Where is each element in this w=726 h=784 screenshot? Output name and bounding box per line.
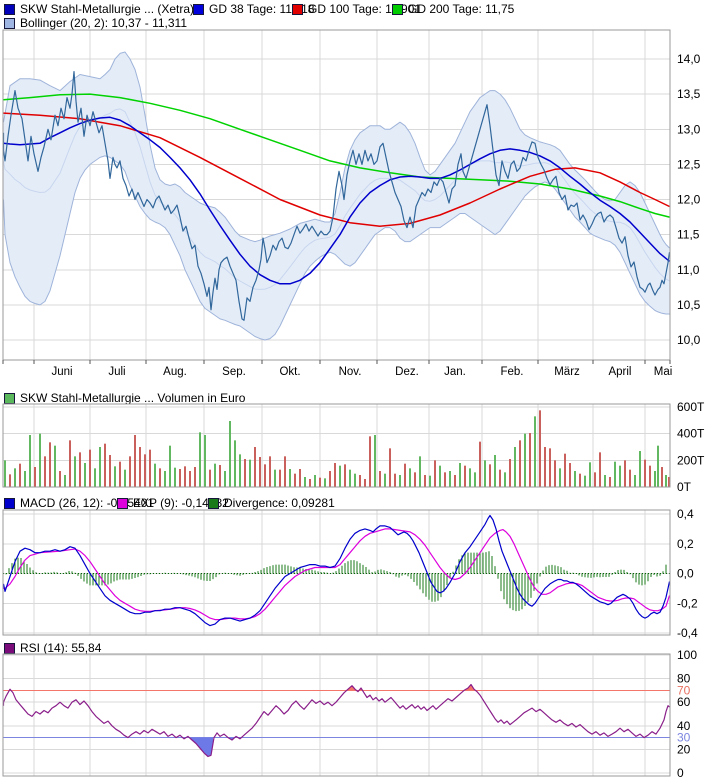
price-y-label: 11,5: [677, 228, 700, 242]
rsi-y-label: 20: [677, 742, 691, 756]
legend-volume: SKW Stahl-Metallurgie ... Volumen in Eur…: [4, 391, 246, 405]
plot-border: [2, 403, 671, 488]
volume-panel: 600T 400T 200T 0T: [2, 400, 705, 494]
volume-y-label: 200T: [677, 453, 705, 467]
rsi-y-label: 70: [677, 683, 691, 697]
rsi-y-label: 30: [677, 731, 691, 745]
legend-price-series: SKW Stahl-Metallurgie ... (Xetra): [4, 2, 195, 16]
macd-y-label: 0,0: [677, 567, 694, 581]
gd100-swatch: [292, 3, 303, 15]
price-y-label: 10,5: [677, 298, 701, 312]
month-label: Aug.: [163, 366, 187, 378]
gd38-line: [3, 116, 670, 285]
gd100-line: [3, 112, 670, 227]
legend-gd38: GD 38 Tage: 11,118: [193, 2, 315, 16]
month-label: März: [554, 366, 580, 378]
rsi-y-label: 40: [677, 719, 691, 733]
month-label: Okt.: [279, 366, 300, 378]
price-line: [2, 70, 671, 321]
month-label: Juli: [108, 366, 125, 378]
rsi-label: RSI (14): 55,84: [20, 641, 102, 655]
price-series-swatch: [4, 3, 15, 15]
exp-label: EXP (9): -0,14682: [133, 496, 229, 510]
bollinger-upper-line: [3, 51, 670, 249]
month-label: Jan.: [444, 366, 466, 378]
rsi-y-label: 60: [677, 695, 691, 709]
legend-exp: EXP (9): -0,14682: [117, 496, 229, 510]
exp-swatch: [117, 497, 128, 509]
macd-panel: 0,4 0,2 0,0 -0,2 -0,4: [2, 507, 698, 640]
divergence-label: Divergence: 0,09281: [224, 496, 335, 510]
month-label: April: [608, 366, 631, 378]
price-y-label: 10,0: [677, 333, 701, 347]
macd-y-label: -0,4: [677, 626, 698, 640]
legend-rsi: RSI (14): 55,84: [4, 641, 102, 655]
gd200-label: GD 200 Tage: 11,75: [408, 2, 515, 16]
month-label: Sep.: [222, 366, 246, 378]
bollinger-middle-line: [3, 108, 670, 290]
price-panel: Juni Juli Aug. Sep. Okt. Nov. Dez. Jan. Feb. März…: [2, 29, 701, 378]
gd38-swatch: [193, 3, 204, 15]
price-y-label: 12,5: [677, 157, 701, 171]
rsi-y-label: 0: [677, 766, 684, 780]
price-y-label: 12,0: [677, 193, 701, 207]
macd-y-label: 0,4: [677, 507, 694, 521]
macd-y-label: -0,2: [677, 596, 698, 610]
macd-line: [2, 514, 671, 627]
gd200-line: [3, 93, 670, 218]
volume-y-label: 0T: [677, 480, 692, 494]
month-label: Nov.: [339, 366, 362, 378]
month-label: Dez.: [395, 366, 419, 378]
legend-bollinger: Bollinger (20, 2): 10,37 - 11,311: [4, 16, 187, 30]
oversold-fill: [229, 737, 234, 740]
oversold-fill: [190, 737, 213, 757]
macd-swatch: [4, 497, 15, 509]
legend-divergence: Divergence: 0,09281: [208, 496, 335, 510]
rsi-swatch: [4, 642, 15, 654]
bollinger-swatch: [4, 17, 15, 29]
plot-border: [2, 653, 671, 777]
volume-y-label: 600T: [677, 400, 705, 414]
bollinger-label: Bollinger (20, 2): 10,37 - 11,311: [20, 16, 187, 30]
rsi-line: [2, 683, 670, 758]
month-label: Juni: [51, 366, 72, 378]
gd38-label: GD 38 Tage: 11,118: [209, 2, 315, 16]
month-label: Mai: [654, 366, 673, 378]
price-y-label: 13,0: [677, 122, 701, 136]
month-label: Feb.: [500, 366, 523, 378]
macd-y-label: 0,2: [677, 537, 694, 551]
divergence-swatch: [208, 497, 219, 509]
price-y-label: 14,0: [677, 52, 701, 66]
exp-line: [3, 528, 671, 621]
plot-border: [2, 29, 671, 361]
gd200-swatch: [392, 3, 403, 15]
rsi-y-label: 80: [677, 672, 691, 686]
volume-swatch: [4, 392, 15, 404]
price-y-label: 13,5: [677, 87, 701, 101]
volume-y-label: 400T: [677, 427, 705, 441]
overbought-fill: [347, 685, 356, 691]
volume-label: SKW Stahl-Metallurgie ... Volumen in Eur…: [20, 391, 246, 405]
plot-border: [2, 509, 671, 636]
rsi-y-label: 100: [677, 648, 697, 662]
bollinger-band-fill: [3, 52, 670, 340]
legend-gd200: GD 200 Tage: 11,75: [392, 2, 515, 16]
price-y-label: 11,0: [677, 263, 700, 277]
price-series-label: SKW Stahl-Metallurgie ... (Xetra): [20, 2, 195, 16]
